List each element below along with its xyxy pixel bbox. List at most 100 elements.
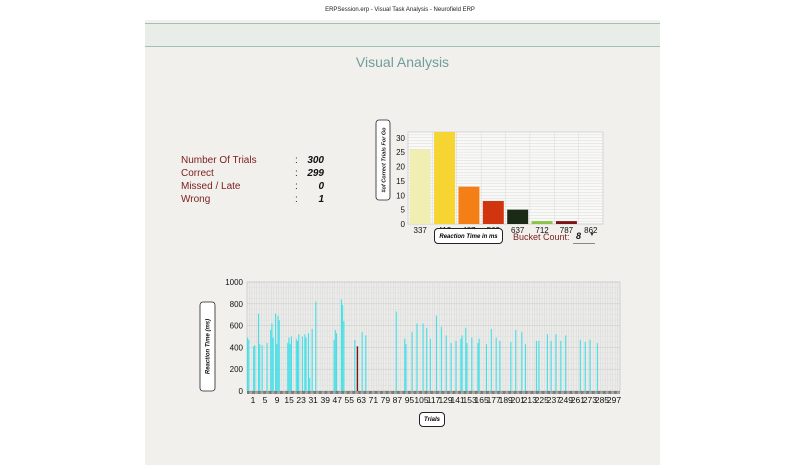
stat-label: Wrong: [181, 194, 211, 205]
histogram-bar: [482, 201, 504, 224]
trial-bar: [361, 332, 363, 391]
trial-bar: [354, 339, 356, 391]
trials-xtick-label: 153: [463, 395, 477, 405]
toolbar: [145, 23, 660, 47]
stat-value: 0: [318, 181, 324, 192]
trial-bar: [275, 313, 277, 391]
trials-ytick-label: 400: [230, 343, 244, 352]
trial-bar: [261, 345, 263, 391]
trials-xtick-label: 273: [583, 395, 597, 405]
trial-bar: [309, 377, 311, 391]
histogram-xtick-label: 862: [584, 226, 598, 235]
trials-ytick-label: 600: [230, 322, 244, 331]
trials-xtick-label: 15: [284, 395, 294, 405]
trial-bar: [404, 338, 406, 391]
trials-xtick-label: 261: [571, 395, 585, 405]
trials-xtick-label: 249: [559, 395, 573, 405]
trials-xtick-label: 165: [475, 395, 489, 405]
trial-bar: [426, 327, 428, 391]
trials-xtick-label: 129: [438, 395, 452, 405]
histogram-ytick-label: 0: [401, 220, 406, 229]
page-title: Visual Analysis: [355, 54, 450, 70]
histogram-xlabel: Reaction Time in ms: [434, 228, 503, 244]
trials-xtick-label: 225: [535, 395, 549, 405]
window-title: ERPSession.erp - Visual Task Analysis - …: [325, 7, 475, 13]
trial-bar: [295, 338, 297, 391]
trials-xtick-label: 31: [308, 395, 318, 405]
histogram-xtick-label: 787: [560, 226, 574, 235]
histogram-bar: [434, 132, 456, 224]
trial-bar: [596, 343, 598, 391]
trials-ylabel-chip: Reaction Time (ms): [199, 301, 216, 392]
trials-xtick-label: 95: [405, 395, 415, 405]
trial-bar: [515, 329, 517, 391]
trial-bar: [296, 340, 299, 391]
stat-separator: :: [295, 194, 298, 205]
trial-bar: [334, 329, 336, 391]
trial-bar: [535, 340, 537, 391]
trial-bar: [455, 340, 457, 391]
trial-bar: [248, 339, 250, 391]
trial-bar: [422, 323, 424, 391]
trial-bar: [465, 327, 467, 391]
trial-bar: [471, 337, 473, 391]
stat-value: 300: [307, 155, 324, 166]
trials-ytick-label: 1000: [225, 278, 243, 287]
stat-label: Missed / Late: [181, 181, 241, 192]
trial-bar: [499, 340, 501, 391]
trial-bar: [315, 301, 317, 391]
trial-bar: [466, 343, 468, 391]
trial-bar: [365, 335, 367, 391]
trial-bar: [435, 315, 438, 391]
histogram-bar: [507, 209, 529, 224]
trials-xtick-label: 5: [263, 395, 268, 405]
trial-bar: [270, 329, 272, 391]
trials-xtick-label: 189: [499, 395, 513, 405]
trials-xtick-label: 79: [381, 395, 391, 405]
trial-bar: [579, 339, 581, 391]
trial-bar: [478, 338, 480, 391]
trials-xtick-label: 63: [357, 395, 367, 405]
trial-bar: [524, 344, 527, 391]
trial-bar: [266, 343, 268, 391]
stat-label: Correct: [181, 168, 214, 179]
stat-separator: :: [295, 155, 298, 166]
trials-xtick-label: 39: [320, 395, 330, 405]
histogram-ytick-label: 20: [396, 163, 405, 172]
bucket-count-value: 8: [576, 231, 582, 241]
trial-bar: [278, 320, 280, 391]
trial-bar: [405, 344, 407, 391]
trials-xtick-label: 105: [414, 395, 428, 405]
histogram-xtick-label: 637: [511, 226, 525, 235]
trial-bar: [289, 344, 291, 391]
trial-bar: [445, 335, 447, 391]
trial-bar: [495, 337, 497, 391]
trial-bar: [340, 299, 342, 391]
trial-bar: [298, 334, 300, 391]
main-panel: Visual Analysis Number Of Trials : 300 C…: [145, 20, 660, 465]
histogram-ytick-label: 25: [396, 148, 405, 157]
trial-bar: [343, 321, 345, 391]
bucket-count-label: Bucket Count:: [513, 232, 570, 242]
trials-ytick-label: 800: [230, 300, 244, 309]
trial-bar: [335, 333, 338, 391]
trial-bar-highlight: [356, 346, 359, 391]
histogram-bar: [531, 221, 553, 224]
trials-xtick-label: 297: [607, 395, 621, 405]
trials-xtick-label: 71: [369, 395, 379, 405]
stat-value: 1: [318, 194, 324, 205]
stat-value: 299: [307, 168, 324, 179]
trials-xtick-label: 213: [523, 395, 537, 405]
trials-ytick-label: 0: [239, 387, 244, 396]
trials-xtick-label: 87: [393, 395, 403, 405]
stats-summary: Number Of Trials : 300 Correct : 299 Mis…: [181, 154, 331, 206]
trial-bar: [257, 313, 260, 391]
trial-bar: [333, 339, 335, 391]
histogram-bar: [458, 186, 480, 224]
trial-bar: [307, 333, 310, 391]
trial-bar: [550, 340, 552, 391]
trial-bar: [546, 334, 548, 391]
trial-bar: [271, 323, 273, 391]
bucket-count-select[interactable]: 8 ▼: [573, 230, 595, 244]
